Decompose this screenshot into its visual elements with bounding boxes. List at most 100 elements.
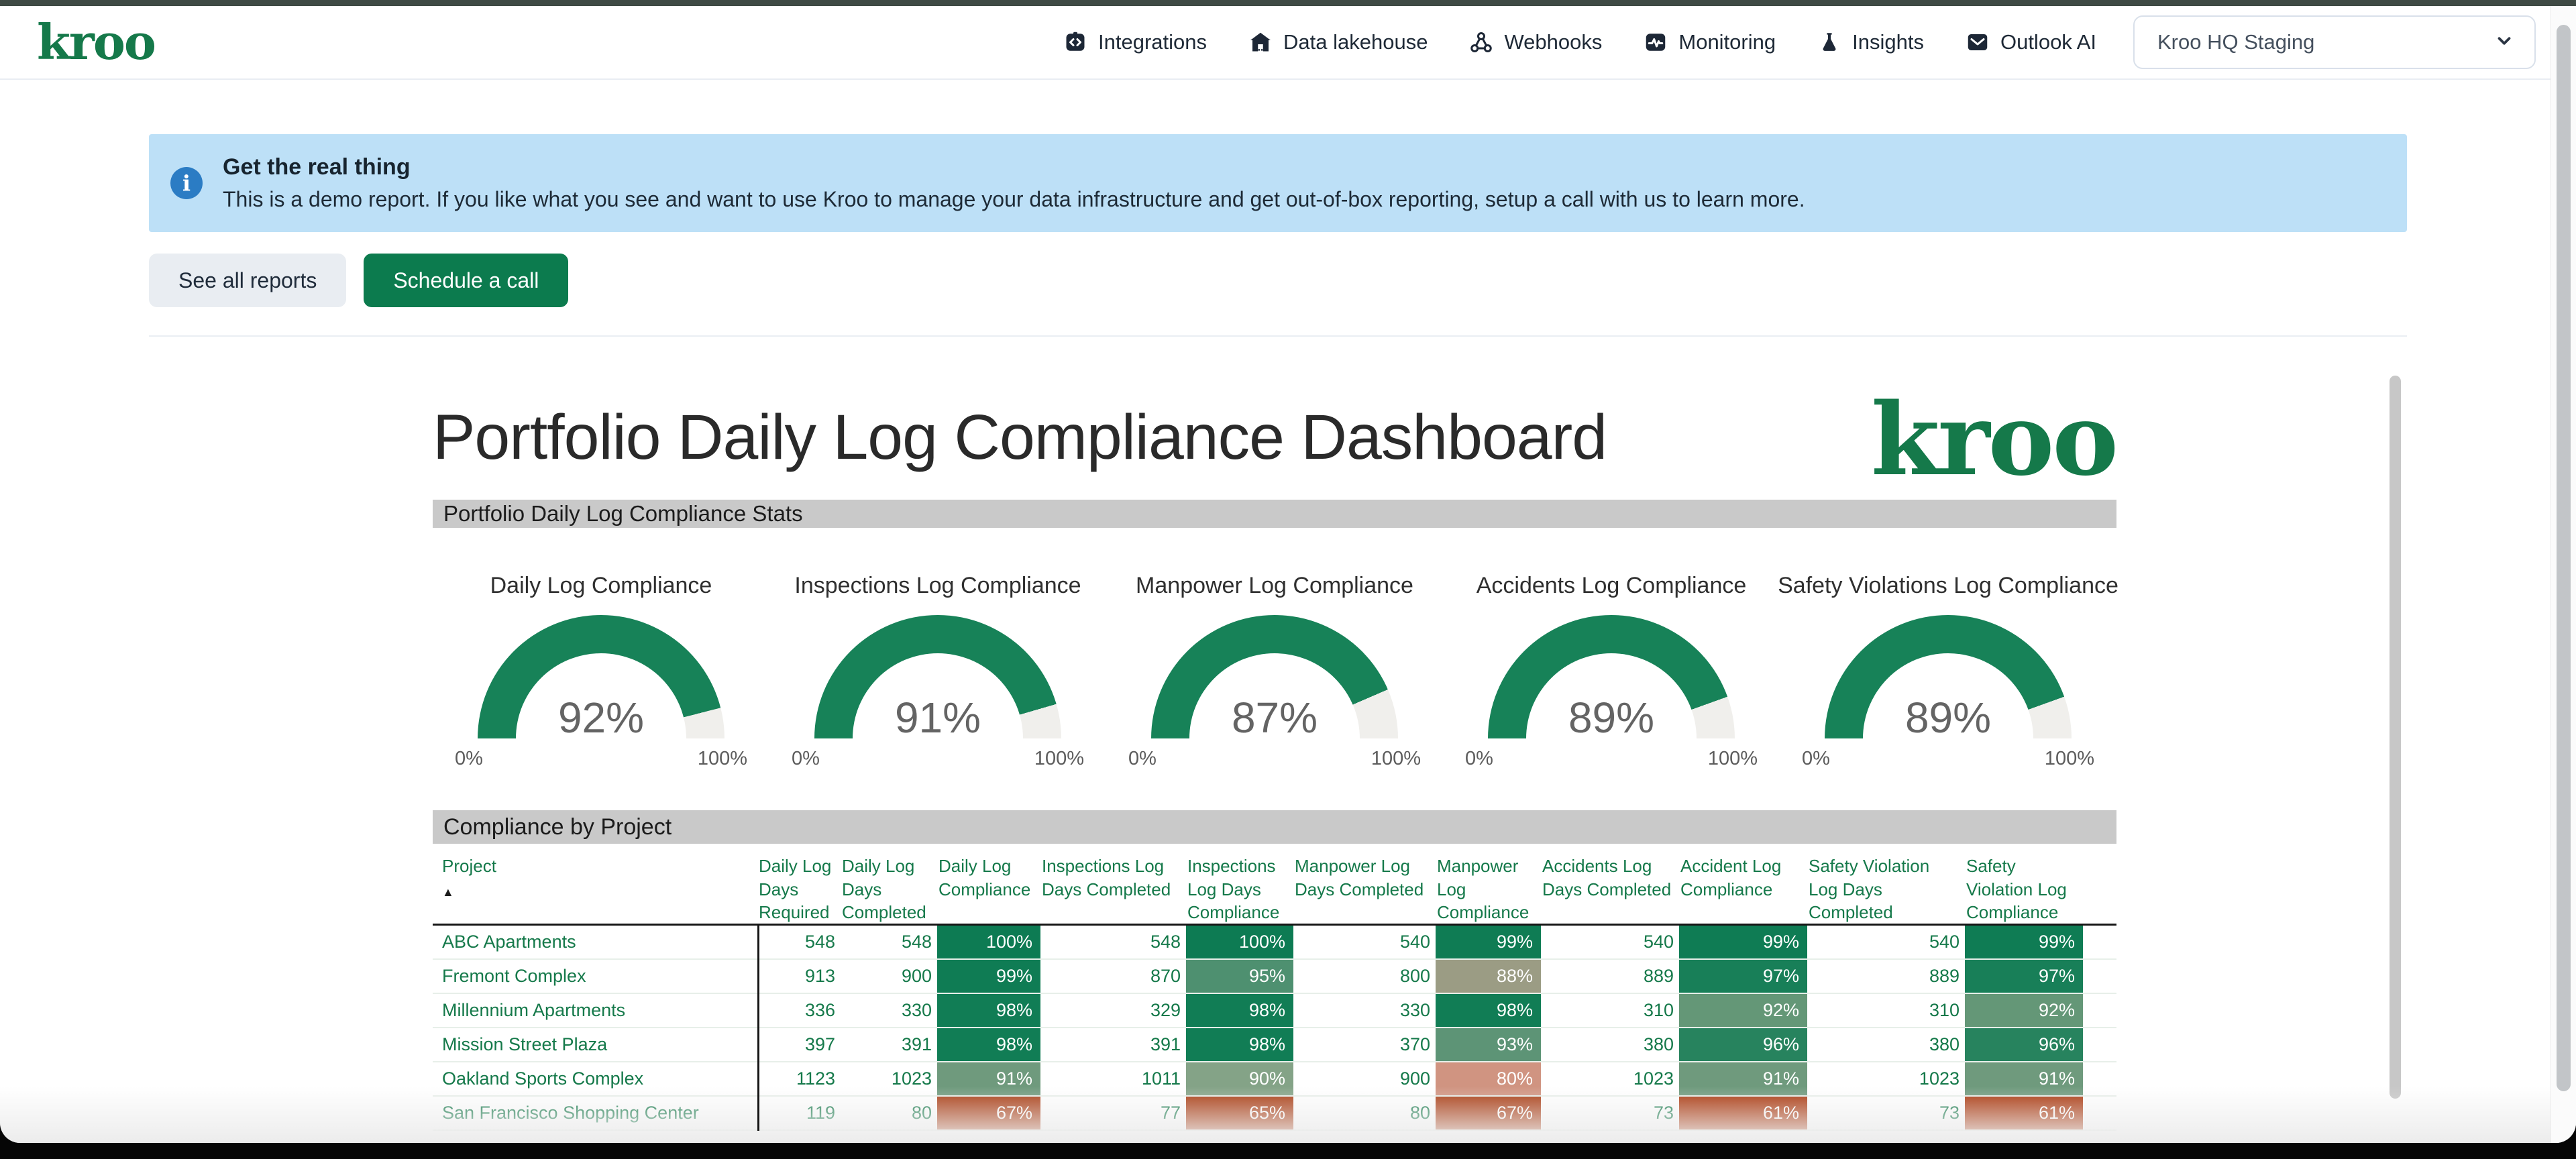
compliance-cell: 96% <box>1679 1028 1807 1062</box>
compliance-cell: 98% <box>1436 994 1541 1028</box>
nav-item-data-lakehouse[interactable]: Data lakehouse <box>1248 30 1428 54</box>
days-cell: 1023 <box>1919 1068 1960 1089</box>
report-scrollbar-thumb[interactable] <box>2390 376 2401 1099</box>
days-cell: 1011 <box>1141 1068 1181 1089</box>
gauge-min-label: 0% <box>455 748 483 770</box>
gauge-title: Daily Log Compliance <box>490 572 712 598</box>
report-canvas: Portfolio Daily Log Compliance Dashboard… <box>433 390 2118 1132</box>
column-header-daily-log-compliance[interactable]: Daily Log Compliance <box>938 856 1031 899</box>
gauge-max-label: 100% <box>1371 748 1421 770</box>
column-header-accident-log-compliance[interactable]: Accident Log Compliance <box>1680 856 1782 899</box>
days-cell: 329 <box>1150 1000 1181 1021</box>
gauge-title: Inspections Log Compliance <box>794 572 1081 598</box>
report-title: Portfolio Daily Log Compliance Dashboard <box>433 402 1607 474</box>
days-cell: 310 <box>1929 1000 1960 1021</box>
gauge-inspections-log-compliance: Inspections Log Compliance 91% 0% 100% <box>769 571 1106 770</box>
gauge-arc: 91% <box>814 615 1061 739</box>
compliance-cell: 91% <box>1965 1062 2083 1096</box>
gauge-row: Daily Log Compliance 92% 0% 100% Inspections… <box>433 571 2118 770</box>
column-header-manpower-log-days-completed[interactable]: Manpower Log Days Completed <box>1295 856 1424 899</box>
gauge-max-label: 100% <box>1034 748 1084 770</box>
project-name: Mission Street Plaza <box>442 1034 608 1055</box>
gauge-value: 89% <box>1568 694 1655 739</box>
nav-item-label: Integrations <box>1098 30 1208 54</box>
webhooks-icon <box>1469 30 1493 54</box>
compliance-cell: 98% <box>937 994 1040 1028</box>
days-cell: 391 <box>901 1034 932 1055</box>
days-cell: 870 <box>1150 966 1181 987</box>
nav-item-monitoring[interactable]: Monitoring <box>1644 30 1776 54</box>
nav-item-label: Insights <box>1852 30 1924 54</box>
gauge-value: 89% <box>1904 694 1992 739</box>
column-header-inspections-log-days-completed[interactable]: Inspections Log Days Completed <box>1042 856 1171 899</box>
gauge-min-label: 0% <box>1802 748 1830 770</box>
days-cell: 800 <box>1399 966 1430 987</box>
column-header-inspections-log-days-compliance[interactable]: Inspections Log Days Compliance <box>1187 856 1280 923</box>
days-cell: 77 <box>1160 1103 1181 1123</box>
gauge-arc: 92% <box>478 615 724 739</box>
days-cell: 391 <box>1150 1034 1181 1055</box>
days-cell: 370 <box>1399 1034 1430 1055</box>
nav-item-label: Monitoring <box>1678 30 1776 54</box>
gauge-min-label: 0% <box>1128 748 1157 770</box>
days-cell: 73 <box>1939 1103 1960 1123</box>
gauge-safety-violations-log-compliance: Safety Violations Log Compliance 89% 0% 100… <box>1778 571 2118 770</box>
days-cell: 900 <box>901 966 932 987</box>
days-cell: 1023 <box>1633 1068 1674 1089</box>
days-cell: 80 <box>911 1103 932 1123</box>
kroo-logo: kroo <box>37 13 156 70</box>
window-scrollbar-track[interactable] <box>2551 6 2576 1143</box>
gauge-title: Manpower Log Compliance <box>1136 572 1413 598</box>
table-row-mission-street-plaza[interactable]: Mission Street Plaza 397 391 98% 391 98% 370 93… <box>433 1028 2116 1063</box>
info-icon: i <box>170 167 203 199</box>
table-row-oakland-sports-complex[interactable]: Oakland Sports Complex 1123 1023 91% 1011 90%… <box>433 1062 2116 1097</box>
days-cell: 397 <box>804 1034 835 1055</box>
column-header-safety-violation-log-days-completed[interactable]: Safety Violation Log Days Completed <box>1809 856 1930 923</box>
nav-item-integrations[interactable]: Integrations <box>1063 30 1207 54</box>
compliance-cell: 90% <box>1186 1062 1293 1096</box>
project-name: Fremont Complex <box>442 966 586 987</box>
compliance-cell: 92% <box>1965 994 2083 1028</box>
days-cell: 548 <box>804 932 835 952</box>
days-cell: 73 <box>1653 1103 1674 1123</box>
compliance-cell: 61% <box>1679 1097 1807 1130</box>
see-all-reports-button[interactable]: See all reports <box>149 254 347 307</box>
column-header-project[interactable]: Project ▲ <box>433 852 757 924</box>
window-scrollbar-thumb[interactable] <box>2557 25 2571 1091</box>
days-cell: 540 <box>1929 932 1960 952</box>
table-row-fremont-complex[interactable]: Fremont Complex 913 900 99% 870 95% 800 88% 889 9… <box>433 960 2116 995</box>
banner-actions: See all reports Schedule a call <box>149 254 2407 307</box>
days-cell: 548 <box>901 932 932 952</box>
compliance-cell: 97% <box>1965 960 2083 993</box>
project-name: ABC Apartments <box>442 932 576 952</box>
table-body: ABC Apartments 548 548 100% 548 100% 540 99% 540… <box>433 926 2116 1132</box>
gauge-arc: 87% <box>1151 615 1398 739</box>
window-top-strip <box>0 0 2576 6</box>
column-header-accidents-log-days-completed[interactable]: Accidents Log Days Completed <box>1542 856 1672 899</box>
nav-item-outlook-ai[interactable]: Outlook AI <box>1966 30 2096 54</box>
table-row-san-francisco-shopping-center[interactable]: San Francisco Shopping Center 119 80 67% 77 6… <box>433 1097 2116 1132</box>
compliance-cell: 65% <box>1186 1097 1293 1130</box>
days-cell: 380 <box>1643 1034 1674 1055</box>
compliance-cell: 88% <box>1436 960 1541 993</box>
table-section-header: Compliance by Project <box>433 810 2116 844</box>
column-header-manpower-log-compliance[interactable]: Manpower Log Compliance <box>1437 856 1529 923</box>
nav-item-webhooks[interactable]: Webhooks <box>1469 30 1602 54</box>
days-cell: 1023 <box>891 1068 932 1089</box>
days-cell: 889 <box>1929 966 1960 987</box>
schedule-call-button[interactable]: Schedule a call <box>364 254 569 307</box>
compliance-cell: 93% <box>1436 1028 1541 1062</box>
column-header-safety-violation-log-compliance[interactable]: Safety Violation Log Compliance <box>1966 856 2067 923</box>
table-row-millennium-apartments[interactable]: Millennium Apartments 336 330 98% 329 98% 330 9… <box>433 994 2116 1029</box>
gauge-value: 87% <box>1231 694 1318 739</box>
app-header: kroo Integrations Data lakehouse Webhooks M… <box>0 6 2576 80</box>
gauge-title: Accidents Log Compliance <box>1476 572 1747 598</box>
table-row-abc-apartments[interactable]: ABC Apartments 548 548 100% 548 100% 540 99% 540… <box>433 926 2116 960</box>
days-cell: 1123 <box>796 1068 835 1089</box>
column-header-daily-log-days-completed[interactable]: Daily Log Days Completed <box>842 856 926 923</box>
nav-item-insights[interactable]: Insights <box>1817 30 1924 54</box>
nav-item-label: Webhooks <box>1504 30 1603 54</box>
workspace-selector[interactable]: Kroo HQ Staging <box>2133 15 2536 69</box>
column-header-daily-log-days-required[interactable]: Daily Log Days Required <box>759 856 832 923</box>
days-cell: 913 <box>804 966 835 987</box>
